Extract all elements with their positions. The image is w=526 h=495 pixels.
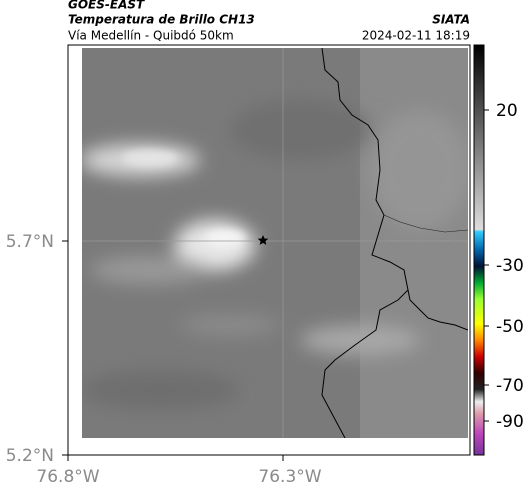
colorbar-tick-label: -90: [496, 412, 524, 432]
lat-label: 5.7°N: [6, 232, 54, 252]
agency: SIATA: [432, 13, 470, 27]
colorbar: [473, 44, 485, 456]
colorbar-ticks: 20 -30 -50 -70 -90: [484, 101, 524, 432]
lon-label: 76.3°W: [258, 467, 321, 487]
lon-label: 76.8°W: [36, 467, 99, 487]
source: GOES-EAST: [68, 0, 145, 12]
colorbar-tick-label: -30: [496, 256, 524, 276]
location-marker: [257, 235, 269, 245]
colorbar-tick-label: -50: [496, 317, 524, 337]
title: Temperatura de Brillo CH13: [68, 13, 255, 27]
subtitle: Vía Medellín - Quibdó 50km: [68, 29, 234, 43]
lat-label: 5.2°N: [6, 446, 54, 466]
colorbar-tick-label: -70: [496, 376, 524, 396]
colorbar-tick-label: 20: [496, 101, 518, 121]
datetime: 2024-02-11 18:19: [362, 29, 470, 43]
map-frame: [67, 44, 471, 456]
satellite-image: [82, 48, 468, 438]
